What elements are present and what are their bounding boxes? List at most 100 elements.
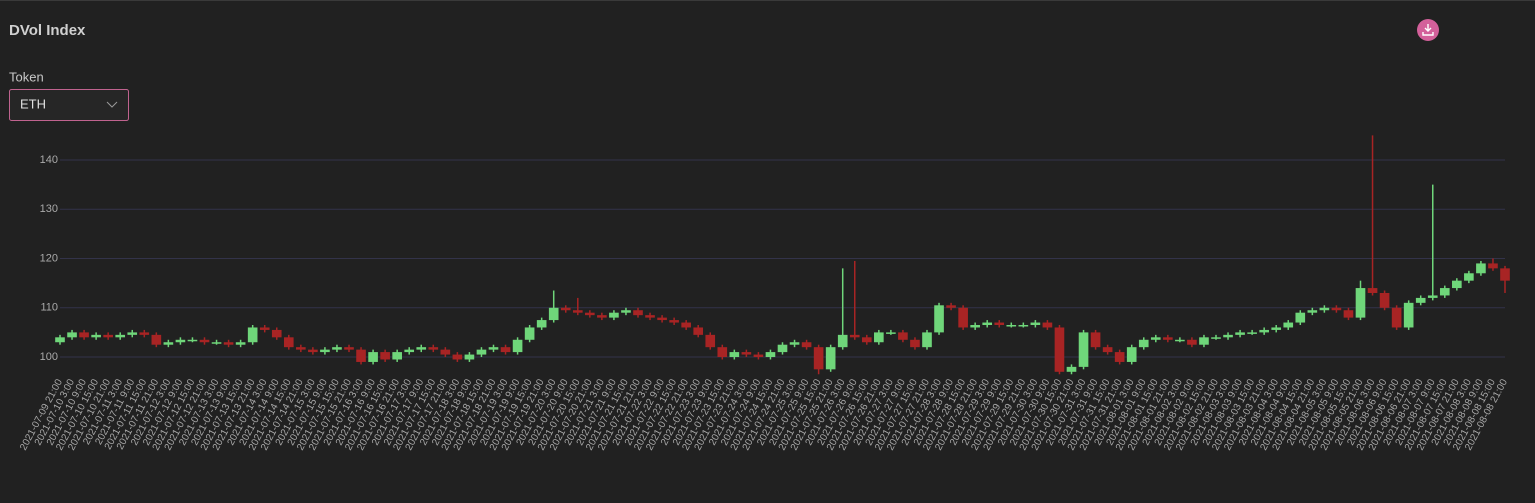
candle-body — [1102, 347, 1113, 353]
candle-body — [934, 305, 944, 333]
candle-body — [1331, 307, 1342, 311]
candle-body — [368, 352, 378, 362]
candle-body — [572, 310, 583, 313]
candle-body — [886, 332, 896, 334]
candle-body — [127, 332, 138, 335]
candle-body — [283, 337, 294, 348]
candle-body — [898, 332, 908, 340]
candle-body — [1488, 263, 1498, 269]
candle-body — [1150, 337, 1161, 340]
candle-body — [1271, 327, 1282, 330]
candle-body — [789, 342, 800, 345]
candle-body — [296, 347, 306, 350]
candle-body — [633, 310, 643, 316]
candle-body — [67, 332, 77, 338]
candle-body — [910, 339, 920, 348]
candle-body — [729, 352, 740, 358]
candle-body — [1138, 339, 1149, 348]
candle-body — [464, 354, 475, 360]
candle-body — [982, 322, 993, 326]
candle-body — [344, 347, 354, 350]
candle-body — [958, 307, 968, 328]
candle-body — [512, 339, 523, 353]
candle-body — [1307, 310, 1318, 313]
candle-body — [1199, 337, 1209, 345]
candle-body — [500, 347, 511, 353]
candle-body — [874, 332, 884, 343]
candle-body — [1114, 352, 1125, 362]
candle-body — [416, 347, 427, 350]
candle-body — [1078, 332, 1089, 367]
candle-body — [1415, 297, 1426, 303]
candle-body — [1006, 325, 1017, 327]
candle-body — [1319, 307, 1330, 311]
candle-body — [1211, 337, 1221, 339]
candle-body — [1223, 334, 1233, 338]
candle-body — [187, 339, 198, 342]
candle-body — [1464, 273, 1474, 281]
candle-body — [536, 320, 547, 328]
candle-body — [1452, 280, 1462, 289]
candle-body — [765, 352, 776, 358]
candle-body — [1187, 339, 1197, 345]
candle-body — [223, 342, 234, 345]
candle-body — [717, 347, 728, 358]
candle-body — [392, 352, 402, 360]
candle-body — [548, 307, 559, 321]
candle-body — [1500, 268, 1510, 281]
candle-body — [657, 317, 667, 321]
candle-body — [621, 310, 631, 313]
candle-body — [645, 315, 655, 318]
candle-body — [1018, 325, 1029, 327]
y-tick-label: 120 — [40, 252, 58, 264]
candle-body — [597, 315, 607, 318]
token-label: Token — [9, 69, 44, 84]
candle-body — [1439, 288, 1450, 296]
candle-body — [705, 334, 716, 348]
candle-body — [1295, 312, 1306, 323]
candle-body — [1427, 295, 1438, 298]
candle-body — [849, 334, 860, 338]
candle-body — [271, 329, 282, 338]
candle-body — [1379, 292, 1390, 308]
candle-body — [380, 352, 390, 360]
candle-body — [1355, 288, 1366, 318]
candle-body — [1030, 322, 1041, 326]
y-tick-label: 140 — [40, 154, 58, 166]
candle-body — [946, 305, 956, 308]
candle-body — [1054, 327, 1065, 372]
candle-body — [801, 342, 812, 348]
candle-body — [741, 352, 752, 355]
candle-body — [813, 347, 824, 370]
candle-body — [1247, 332, 1257, 334]
y-tick-label: 110 — [40, 302, 58, 314]
candle-body — [211, 342, 222, 344]
candle-body — [332, 347, 342, 350]
candle-body — [139, 332, 150, 335]
candle-body — [476, 349, 487, 355]
candle-body — [259, 327, 270, 330]
candle-body — [585, 312, 595, 316]
candle-body — [1343, 310, 1354, 318]
candle-body — [994, 322, 1005, 326]
page-title: DVol Index — [9, 22, 86, 39]
candle-body — [356, 349, 366, 362]
candle-body — [235, 342, 246, 345]
token-select[interactable]: ETH — [9, 89, 129, 121]
candle-body — [1042, 322, 1053, 328]
candle-body — [1163, 337, 1173, 340]
candle-body — [693, 327, 704, 335]
candle-body — [199, 339, 210, 343]
candle-body — [922, 332, 932, 348]
candle-body — [91, 334, 101, 338]
select-box[interactable] — [9, 89, 129, 121]
y-tick-label: 100 — [40, 351, 58, 363]
candle-body — [1403, 302, 1414, 328]
download-button[interactable] — [1417, 19, 1439, 41]
select-chevron — [106, 101, 118, 108]
candle-body — [404, 349, 415, 353]
candle-body — [1066, 366, 1077, 372]
select-value: ETH — [20, 96, 46, 111]
